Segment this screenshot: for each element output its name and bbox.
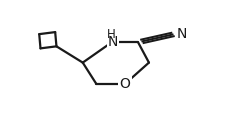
Text: H: H xyxy=(106,29,115,41)
Text: N: N xyxy=(107,35,118,49)
Text: O: O xyxy=(120,77,130,91)
Text: N: N xyxy=(177,27,187,41)
